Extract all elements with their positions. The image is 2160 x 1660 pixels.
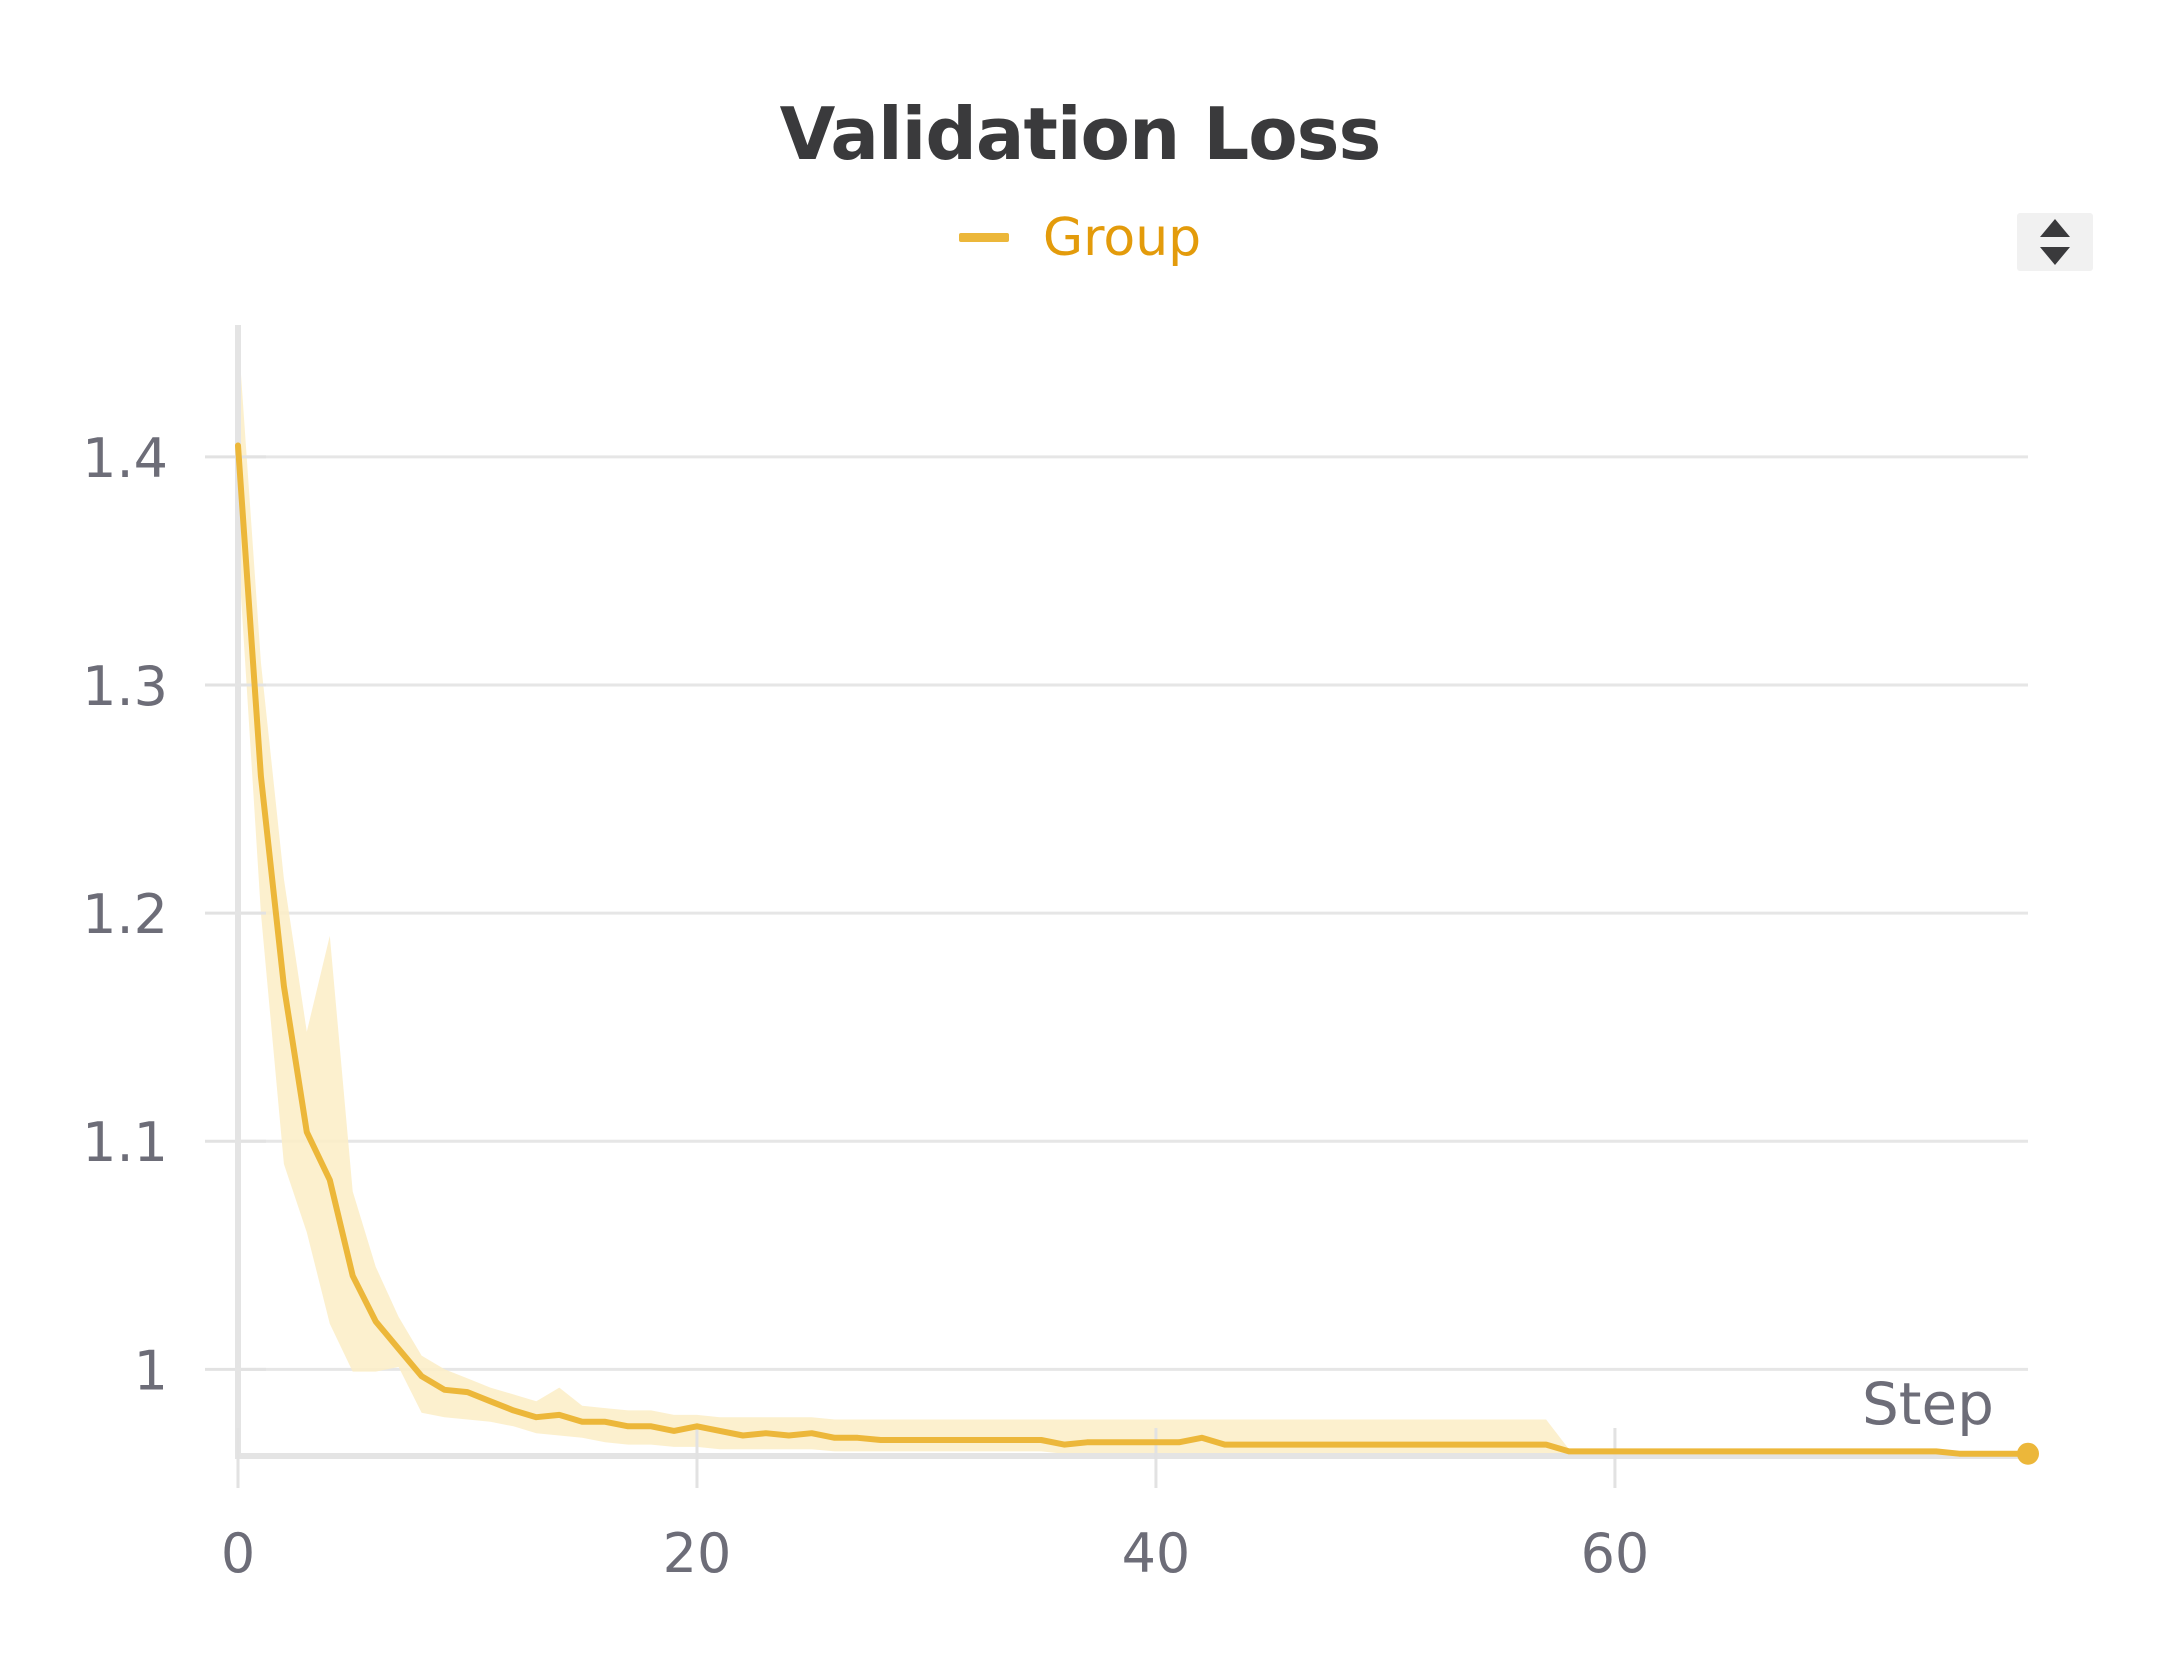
x-tick-label: 40: [1122, 1522, 1191, 1585]
y-tick-label: 1.1: [82, 1111, 168, 1174]
y-tick-label: 1: [134, 1339, 168, 1402]
legend-swatch: [958, 232, 1009, 242]
series-line-layer: [235, 442, 2039, 1465]
x-tick-label: 20: [663, 1522, 732, 1585]
y-tick-label: 1.2: [82, 883, 168, 946]
legend[interactable]: Group: [0, 208, 2160, 268]
series-range-band: [238, 331, 2028, 1456]
axes: [205, 325, 2028, 1488]
chart-title: Validation Loss: [779, 92, 1382, 176]
tick-labels: 1.4 1.3 1.2 1.1 1 0 20 40 60 Step: [82, 427, 1994, 1585]
sort-toggle-button[interactable]: [2017, 213, 2093, 271]
y-tick-label: 1.3: [82, 655, 168, 718]
series-end-point: [2017, 1442, 2039, 1465]
legend-label: Group: [1042, 208, 1202, 268]
grid-lines: [238, 455, 2028, 1371]
series-band: [238, 331, 2028, 1456]
x-axis-title: Step: [1862, 1370, 1994, 1438]
x-tick-label: 60: [1581, 1522, 1650, 1585]
sort-icon: [2040, 219, 2070, 265]
y-tick-label: 1.4: [82, 427, 168, 490]
series-line-group: [235, 442, 2031, 1457]
x-tick-label: 0: [221, 1522, 255, 1585]
